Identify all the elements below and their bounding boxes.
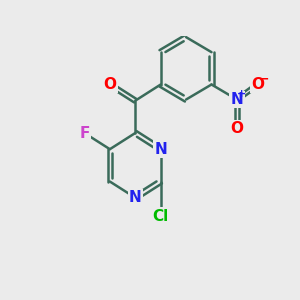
Text: O: O [103,77,116,92]
Text: −: − [259,73,269,86]
Text: O: O [230,121,243,136]
Text: N: N [154,142,167,157]
Text: F: F [79,125,90,140]
Text: Cl: Cl [153,209,169,224]
Text: +: + [237,89,247,99]
Text: N: N [230,92,243,107]
Text: N: N [129,190,142,205]
Text: O: O [251,77,264,92]
